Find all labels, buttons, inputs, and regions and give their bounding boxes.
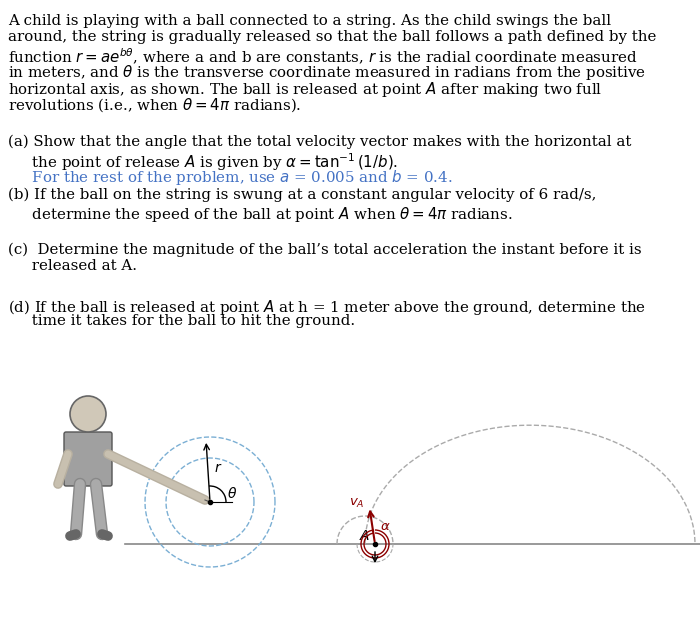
Text: around, the string is gradually released so that the ball follows a path defined: around, the string is gradually released…: [8, 31, 657, 44]
Text: A child is playing with a ball connected to a string. As the child swings the ba: A child is playing with a ball connected…: [8, 14, 611, 28]
Circle shape: [70, 396, 106, 432]
Text: horizontal axis, as shown. The ball is released at point $A$ after making two fu: horizontal axis, as shown. The ball is r…: [8, 80, 602, 99]
Text: the point of release $A$ is given by $\alpha = \tan^{-1}(1/b)$.: the point of release $A$ is given by $\a…: [8, 152, 398, 173]
Text: (a) Show that the angle that the total velocity vector makes with the horizontal: (a) Show that the angle that the total v…: [8, 135, 631, 150]
Text: $\alpha$: $\alpha$: [380, 520, 391, 533]
Text: revolutions (i.e., when $\theta = 4\pi$ radians).: revolutions (i.e., when $\theta = 4\pi$ …: [8, 96, 302, 114]
Text: $A$: $A$: [359, 529, 370, 543]
Text: function $r = ae^{b\theta}$, where a and b are constants, $r$ is the radial coor: function $r = ae^{b\theta}$, where a and…: [8, 47, 638, 67]
FancyBboxPatch shape: [64, 432, 112, 486]
Text: $r$: $r$: [214, 461, 223, 475]
Text: time it takes for the ball to hit the ground.: time it takes for the ball to hit the gr…: [8, 315, 355, 329]
Text: determine the speed of the ball at point $A$ when $\theta = 4\pi$ radians.: determine the speed of the ball at point…: [8, 205, 512, 223]
Text: (b) If the ball on the string is swung at a constant angular velocity of 6 rad/s: (b) If the ball on the string is swung a…: [8, 188, 596, 202]
Text: released at A.: released at A.: [8, 259, 137, 273]
Text: $v_A$: $v_A$: [349, 496, 365, 510]
Text: For the rest of the problem, use $a$ = 0.005 and $b$ = 0.4.: For the rest of the problem, use $a$ = 0…: [8, 168, 452, 187]
Text: $\theta$: $\theta$: [227, 486, 237, 501]
Text: in meters, and $\theta$ is the transverse coordinate measured in radians from th: in meters, and $\theta$ is the transvers…: [8, 64, 646, 83]
Text: (d) If the ball is released at point $A$ at h = 1 meter above the ground, determ: (d) If the ball is released at point $A$…: [8, 298, 646, 317]
Text: (c)  Determine the magnitude of the ball’s total acceleration the instant before: (c) Determine the magnitude of the ball’…: [8, 243, 642, 257]
